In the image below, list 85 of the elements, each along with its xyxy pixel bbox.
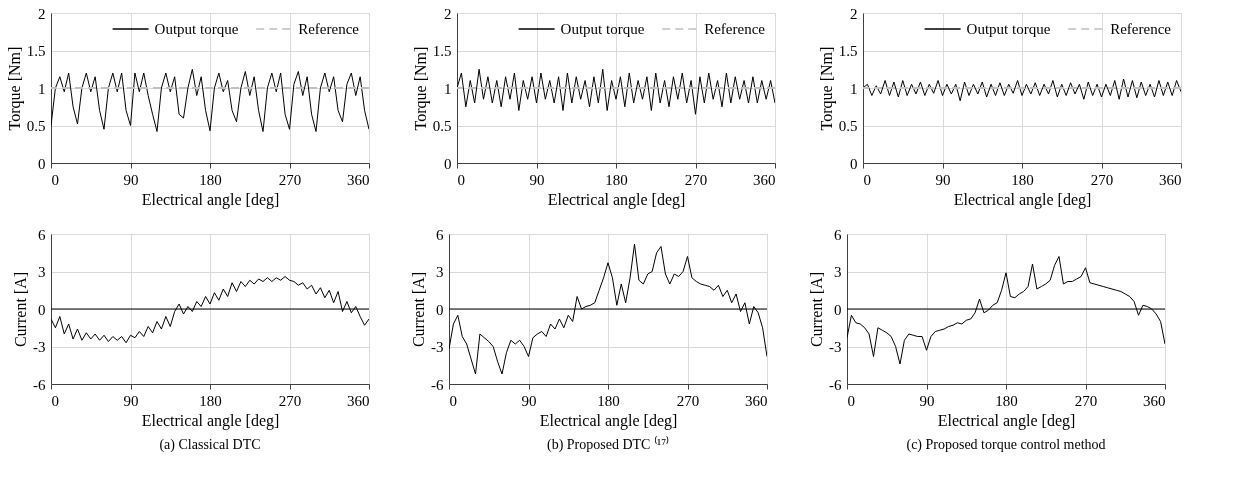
y-tick-label: 3 [38, 264, 46, 280]
legend-label: Reference [298, 21, 360, 37]
line-series [863, 78, 1181, 102]
x-tick-label: 90 [529, 171, 545, 188]
y-tick-label: 2 [38, 5, 46, 22]
y-tick-label: -6 [829, 376, 842, 393]
line-series [449, 243, 767, 375]
y-axis-title: Current [A] [410, 271, 427, 348]
y-tick-label: 6 [834, 226, 842, 243]
y-tick-label: -3 [829, 339, 842, 355]
y-tick-label: -6 [431, 376, 444, 393]
x-tick-label: 90 [123, 392, 139, 409]
text: (a) Classical DTC [159, 437, 261, 453]
y-axis-title: Torque [Nm] [411, 46, 430, 131]
y-tick-label: -3 [33, 339, 46, 355]
x-axis-title: Electrical angle [deg] [141, 190, 280, 209]
y-tick-label: -6 [33, 376, 46, 393]
line-series [847, 256, 1165, 365]
text: (b) Proposed DTC ⁽¹⁷⁾ [546, 436, 670, 453]
y-tick-label: 1.5 [432, 43, 452, 59]
y-tick-label: 1.5 [26, 43, 46, 59]
line-series [51, 276, 369, 344]
legend-label: Output torque [966, 21, 1051, 37]
x-tick-label: 0 [863, 171, 871, 188]
y-axis-title: Torque [Nm] [817, 46, 836, 131]
y-axis-title: Torque [Nm] [5, 46, 24, 131]
text: (c) Proposed torque control method [906, 437, 1106, 453]
legend-label: Reference [704, 21, 766, 37]
y-tick-label: 1 [850, 80, 858, 97]
x-tick-label: 180 [597, 392, 620, 409]
y-tick-label: 0.5 [432, 118, 452, 134]
x-tick-label: 90 [935, 171, 951, 188]
y-tick-label: 2 [444, 5, 452, 22]
x-tick-label: 360 [1159, 171, 1182, 188]
y-tick-label: 6 [436, 226, 444, 243]
legend-label: Output torque [560, 21, 645, 37]
x-tick-label: 180 [1011, 171, 1034, 188]
x-tick-label: 90 [123, 171, 139, 188]
x-tick-label: 360 [1143, 392, 1166, 409]
y-tick-label: 0 [436, 301, 444, 318]
y-axis-title: Current [A] [12, 271, 29, 348]
y-tick-label: 6 [38, 226, 46, 243]
y-tick-label: 1.5 [838, 43, 858, 59]
x-tick-label: 90 [919, 392, 935, 409]
y-tick-label: -3 [431, 339, 444, 355]
x-tick-label: 0 [457, 171, 465, 188]
legend-label: Output torque [154, 21, 239, 37]
x-tick-label: 270 [1074, 392, 1098, 409]
x-axis-title: Electrical angle [deg] [141, 411, 280, 430]
x-tick-label: 180 [199, 171, 222, 188]
y-tick-label: 1 [444, 80, 452, 97]
y-tick-label: 1 [38, 80, 46, 97]
y-axis-title: Current [A] [808, 271, 825, 348]
x-tick-label: 180 [995, 392, 1018, 409]
x-tick-label: 270 [1090, 171, 1114, 188]
legend-label: Reference [1110, 21, 1172, 37]
line-series [51, 68, 369, 132]
x-axis-title: Electrical angle [deg] [953, 190, 1092, 209]
y-tick-label: 0 [444, 155, 452, 172]
y-tick-label: 0 [850, 155, 858, 172]
x-tick-label: 90 [521, 392, 537, 409]
x-tick-label: 360 [347, 392, 370, 409]
x-axis-title: Electrical angle [deg] [539, 411, 678, 430]
x-tick-label: 360 [745, 392, 768, 409]
y-tick-label: 3 [834, 264, 842, 280]
x-tick-label: 180 [199, 392, 222, 409]
x-tick-label: 270 [676, 392, 700, 409]
y-tick-label: 0 [834, 301, 842, 318]
y-tick-label: 0 [38, 155, 46, 172]
x-tick-label: 270 [684, 171, 708, 188]
x-tick-label: 360 [753, 171, 776, 188]
x-tick-label: 180 [605, 171, 628, 188]
x-tick-label: 270 [278, 392, 302, 409]
y-tick-label: 0.5 [26, 118, 46, 134]
x-tick-label: 360 [347, 171, 370, 188]
x-axis-title: Electrical angle [deg] [937, 411, 1076, 430]
y-tick-label: 2 [850, 5, 858, 22]
x-axis-title: Electrical angle [deg] [547, 190, 686, 209]
x-tick-label: 0 [51, 171, 59, 188]
y-tick-label: 0 [38, 301, 46, 318]
y-tick-label: 0.5 [838, 118, 858, 134]
y-tick-label: 3 [436, 264, 444, 280]
x-tick-label: 270 [278, 171, 302, 188]
x-tick-label: 0 [51, 392, 59, 409]
line-series [457, 68, 775, 115]
